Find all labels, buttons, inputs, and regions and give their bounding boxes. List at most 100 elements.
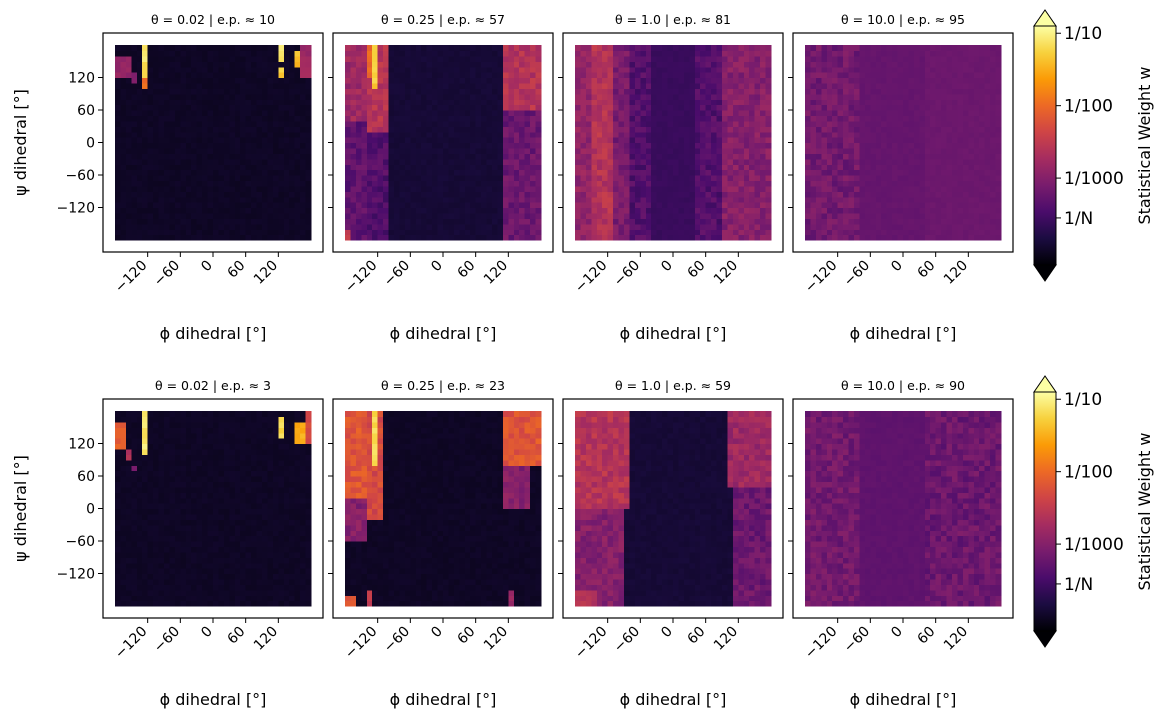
heatmap-cell xyxy=(618,104,625,111)
heatmap-cell xyxy=(453,223,460,230)
heatmap-cell xyxy=(513,82,520,89)
heatmap-cell xyxy=(892,45,899,52)
heatmap-cell xyxy=(837,126,844,133)
heatmap-cell xyxy=(689,99,696,106)
heatmap-cell xyxy=(180,66,187,73)
heatmap-cell xyxy=(180,88,187,95)
heatmap-cell xyxy=(700,234,707,241)
heatmap-cell xyxy=(470,142,477,149)
heatmap-cell xyxy=(464,77,471,84)
heatmap-cell xyxy=(530,137,537,144)
heatmap-cell xyxy=(174,110,181,117)
heatmap-cell xyxy=(618,110,625,117)
heatmap-cell xyxy=(300,175,307,182)
heatmap-cell xyxy=(164,202,171,209)
heatmap-cell xyxy=(470,99,477,106)
heatmap-cell xyxy=(952,72,959,79)
heatmap-cell xyxy=(305,234,312,241)
heatmap-cell xyxy=(202,153,209,160)
heatmap-cells xyxy=(345,45,542,241)
heatmap-cell xyxy=(645,88,652,95)
heatmap-cell xyxy=(821,104,828,111)
heatmap-cell xyxy=(875,175,882,182)
heatmap-cell xyxy=(875,207,882,214)
heatmap-cell xyxy=(410,142,417,149)
heatmap-cell xyxy=(475,104,482,111)
heatmap-cell xyxy=(919,50,926,57)
heatmap-cell xyxy=(843,223,850,230)
heatmap-cell xyxy=(530,234,537,241)
heatmap-cell xyxy=(131,66,138,73)
heatmap-cell xyxy=(624,169,631,176)
heatmap-cell xyxy=(185,142,192,149)
heatmap-cell xyxy=(870,147,877,154)
heatmap-cell xyxy=(120,212,127,219)
heatmap-cell xyxy=(596,164,603,171)
heatmap-cell xyxy=(596,191,603,198)
heatmap-cell xyxy=(262,169,269,176)
heatmap-cell xyxy=(147,66,154,73)
heatmap-cell xyxy=(213,88,220,95)
heatmap-cell xyxy=(196,223,203,230)
heatmap-cell xyxy=(513,66,520,73)
heatmap-cell xyxy=(229,82,236,89)
heatmap-cell xyxy=(618,175,625,182)
heatmap-cell xyxy=(941,158,948,165)
heatmap-cell xyxy=(283,45,290,52)
heatmap-cell xyxy=(240,175,247,182)
heatmap-cell xyxy=(705,50,712,57)
heatmap-cell xyxy=(815,115,822,122)
heatmap-cell xyxy=(875,153,882,160)
heatmap-cell xyxy=(946,196,953,203)
heatmap-cell xyxy=(272,55,279,62)
heatmap-cell xyxy=(700,207,707,214)
heatmap-cell xyxy=(913,120,920,127)
heatmap-cell xyxy=(535,158,542,165)
heatmap-cell xyxy=(136,218,143,225)
heatmap-cell xyxy=(267,137,274,144)
heatmap-cell xyxy=(859,153,866,160)
heatmap-cell xyxy=(388,207,395,214)
heatmap-cell xyxy=(711,202,718,209)
heatmap-cell xyxy=(294,169,301,176)
heatmap-cell xyxy=(196,45,203,52)
heatmap-cell xyxy=(470,120,477,127)
heatmap-cell xyxy=(475,196,482,203)
heatmap-cell xyxy=(415,196,422,203)
heatmap-cell xyxy=(426,82,433,89)
heatmap-cell xyxy=(437,185,444,192)
heatmap-cell xyxy=(683,153,690,160)
heatmap-cell xyxy=(743,66,750,73)
heatmap-cell xyxy=(591,120,598,127)
heatmap-cell xyxy=(421,212,428,219)
heatmap-cell xyxy=(754,55,761,62)
heatmap-cell xyxy=(805,218,812,225)
heatmap-cell xyxy=(410,191,417,198)
heatmap-cell xyxy=(575,50,582,57)
heatmap-cell xyxy=(355,120,362,127)
heatmap-cell xyxy=(196,50,203,57)
heatmap-cell xyxy=(575,185,582,192)
heatmap-cell xyxy=(377,88,384,95)
heatmap-cell xyxy=(383,169,390,176)
heatmap-cell xyxy=(694,115,701,122)
heatmap-cell xyxy=(749,55,756,62)
heatmap-cell xyxy=(300,93,307,100)
heatmap-cell xyxy=(399,218,406,225)
heatmap-cell xyxy=(158,131,165,138)
heatmap-cell xyxy=(732,131,739,138)
heatmap-cell xyxy=(760,77,767,84)
heatmap-cell xyxy=(272,218,279,225)
heatmap-cell xyxy=(131,110,138,117)
heatmap-cell xyxy=(464,153,471,160)
heatmap-cell xyxy=(832,196,839,203)
heatmap-cell xyxy=(935,50,942,57)
heatmap-cell xyxy=(432,196,439,203)
heatmap-cell xyxy=(350,110,357,117)
heatmap-cell xyxy=(448,55,455,62)
heatmap-cell xyxy=(810,202,817,209)
heatmap-cell xyxy=(432,45,439,52)
heatmap-cell xyxy=(957,110,964,117)
heatmap-cell xyxy=(602,99,609,106)
heatmap-cell xyxy=(952,110,959,117)
